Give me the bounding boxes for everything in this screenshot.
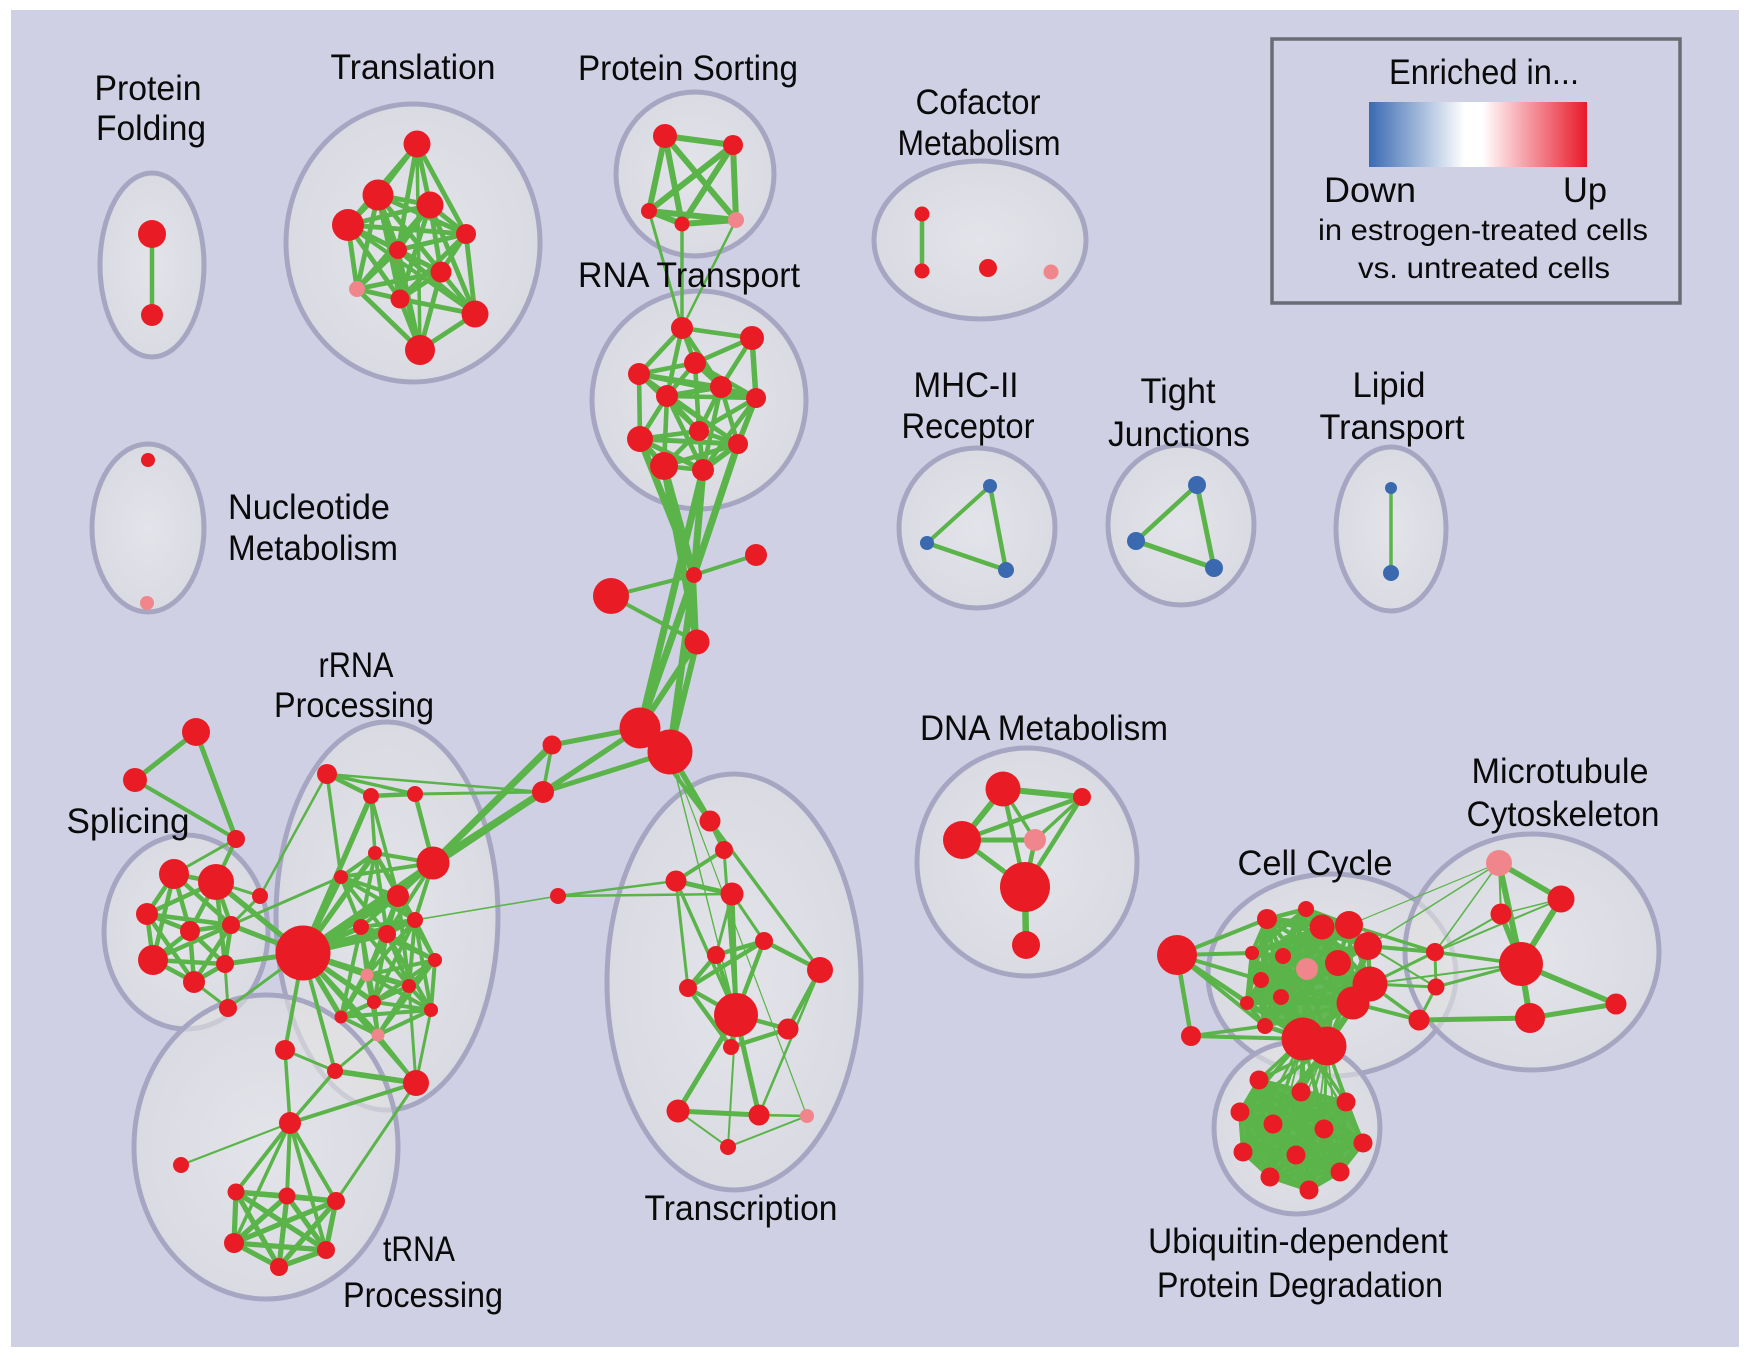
svg-text:Enriched in...: Enriched in... [1389,53,1579,92]
svg-text:MHC-II: MHC-II [914,366,1019,405]
svg-text:Nucleotide: Nucleotide [228,488,390,527]
svg-text:Transport: Transport [1320,408,1465,447]
svg-text:Transcription: Transcription [645,1189,838,1228]
svg-text:Lipid: Lipid [1353,366,1426,405]
svg-text:DNA Metabolism: DNA Metabolism [920,709,1168,748]
svg-text:RNA Transport: RNA Transport [578,256,800,295]
svg-text:Protein Degradation: Protein Degradation [1157,1266,1443,1305]
svg-text:Receptor: Receptor [902,407,1035,446]
svg-text:Junctions: Junctions [1108,415,1250,454]
svg-text:Up: Up [1563,171,1607,210]
svg-text:Metabolism: Metabolism [898,124,1061,163]
svg-text:Ubiquitin-dependent: Ubiquitin-dependent [1148,1222,1448,1261]
svg-text:Cofactor: Cofactor [916,83,1041,122]
svg-text:Protein Sorting: Protein Sorting [578,49,798,88]
svg-text:Down: Down [1324,171,1416,210]
svg-text:rRNA: rRNA [319,646,395,685]
svg-text:Processing: Processing [343,1276,503,1315]
svg-text:Microtubule: Microtubule [1472,752,1649,791]
svg-text:Metabolism: Metabolism [228,529,398,568]
svg-text:Cell Cycle: Cell Cycle [1238,844,1393,883]
svg-text:Cytoskeleton: Cytoskeleton [1467,795,1660,834]
svg-text:vs. untreated cells: vs. untreated cells [1358,252,1610,285]
svg-text:Protein: Protein [95,69,202,108]
svg-text:Processing: Processing [274,686,434,725]
svg-text:Translation: Translation [331,48,496,87]
svg-text:in estrogen-treated cells: in estrogen-treated cells [1318,214,1648,247]
svg-text:Splicing: Splicing [67,802,190,841]
svg-text:Folding: Folding [96,109,206,148]
svg-text:tRNA: tRNA [383,1230,456,1269]
svg-text:Tight: Tight [1141,372,1216,411]
